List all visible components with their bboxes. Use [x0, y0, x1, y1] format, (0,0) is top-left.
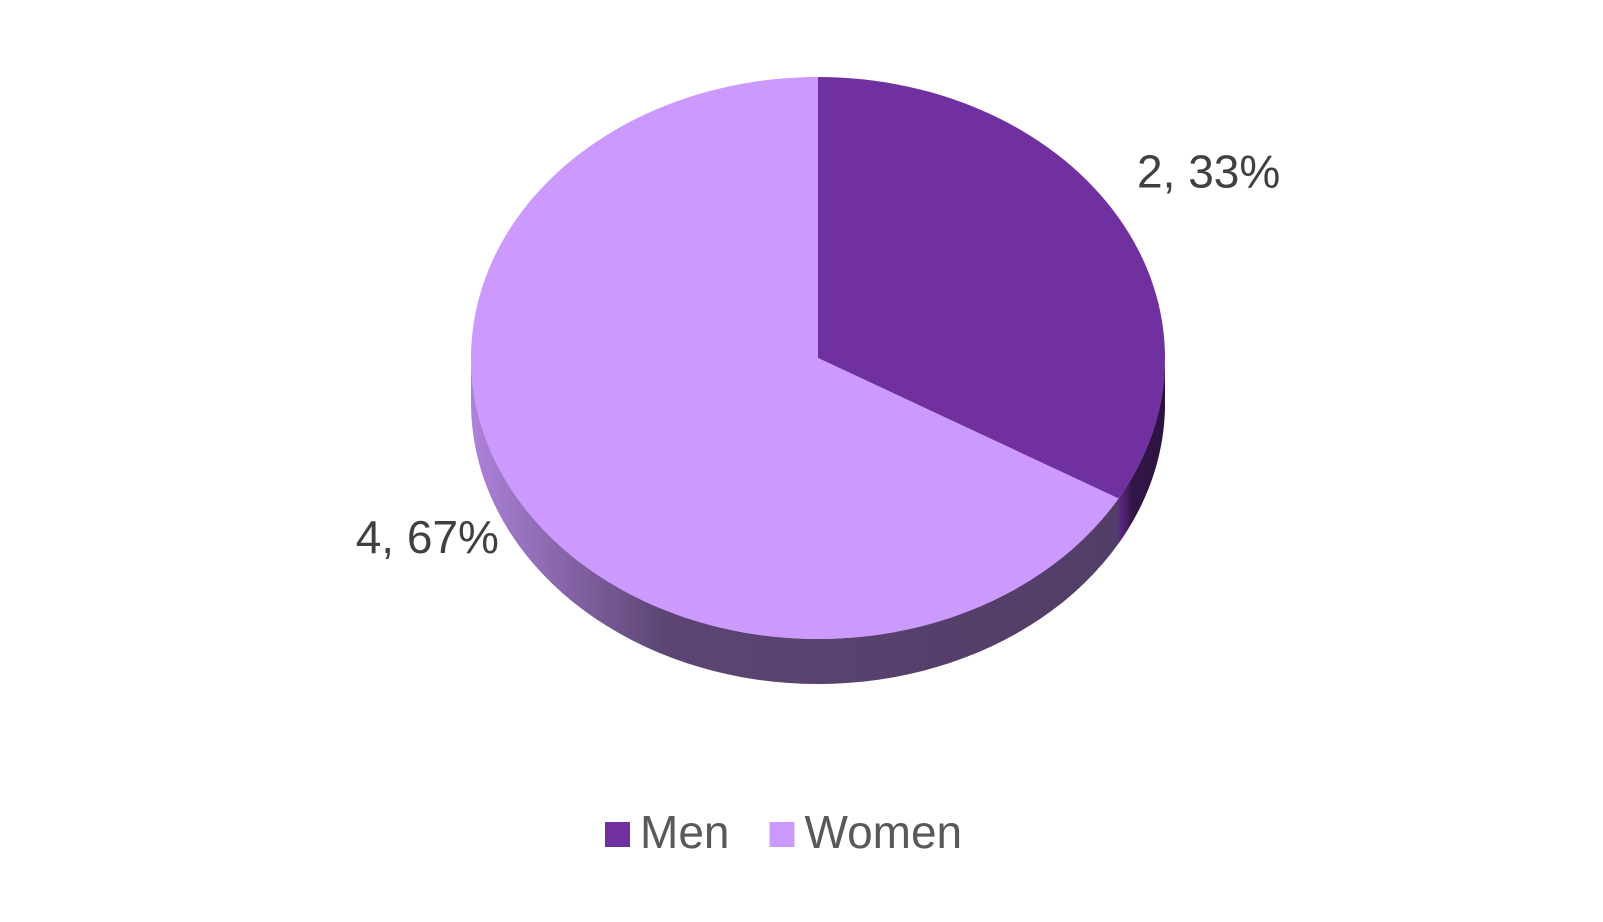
- slice-side-shade: [1118, 358, 1165, 544]
- legend-label: Men: [640, 806, 729, 858]
- legend-key: [605, 822, 630, 847]
- slice: [818, 77, 1165, 499]
- slice-side-shade: [471, 358, 1119, 684]
- legend-label: Women: [804, 806, 962, 858]
- data-label: 4, 67%: [356, 511, 499, 563]
- data-label: 2, 33%: [1137, 146, 1280, 198]
- slice: [470, 77, 1119, 639]
- legend-key: [769, 822, 795, 847]
